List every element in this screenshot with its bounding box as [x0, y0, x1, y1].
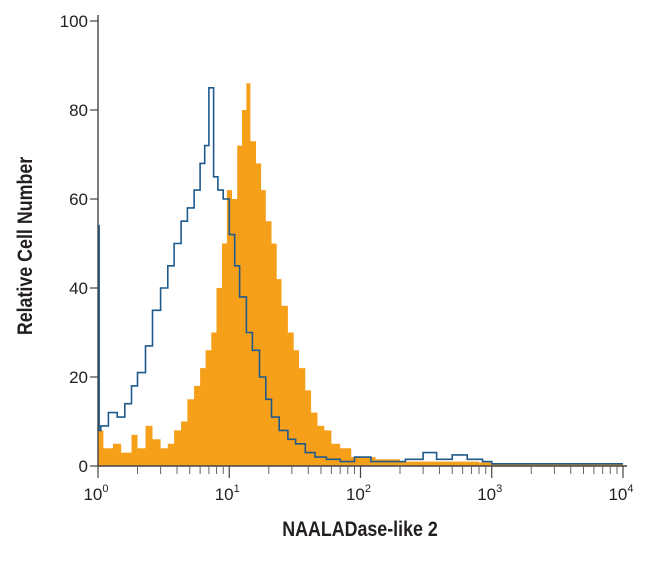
- x-tick-label: 101: [215, 483, 240, 504]
- y-tick-label: 20: [69, 368, 88, 387]
- series-layer: [98, 83, 623, 467]
- x-tick-label: 100: [83, 483, 108, 504]
- y-tick-label: 80: [69, 101, 88, 120]
- y-tick-label: 100: [60, 12, 88, 31]
- y-tick-label: 40: [69, 279, 88, 298]
- x-tick-label: 103: [477, 483, 502, 504]
- series-outline-histogram: [98, 87, 623, 465]
- y-axis-label: Relative Cell Number: [14, 156, 38, 335]
- x-tick-label: 102: [346, 483, 371, 504]
- x-tick-label: 104: [608, 483, 633, 504]
- y-tick-label: 60: [69, 190, 88, 209]
- series-filled-histogram: [98, 83, 623, 467]
- x-axis-label: NAALADase-like 2: [282, 518, 438, 542]
- y-tick-label: 0: [79, 457, 88, 476]
- axes-layer: 0 20 40 60 80 100 100 101 102 103 104: [60, 12, 634, 504]
